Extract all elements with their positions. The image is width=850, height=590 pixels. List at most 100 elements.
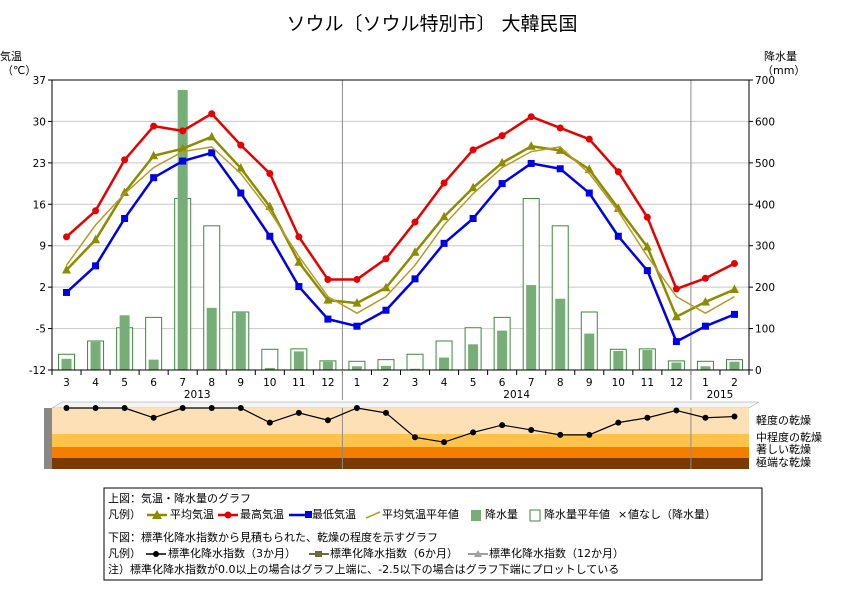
precip-tick-label: 600 [755, 116, 775, 128]
precip-bar [61, 358, 72, 370]
max-temp-point [266, 170, 274, 178]
temp-tick-label: 2 [39, 282, 46, 294]
max-temp-point [527, 113, 535, 121]
spi3-point [499, 422, 506, 429]
avg-temp-point [410, 247, 420, 256]
min-temp-point [353, 322, 361, 330]
spi3-point [441, 439, 448, 446]
month-label: 8 [557, 377, 564, 389]
legend-spi6-label: 標準化降水指数（6か月） [330, 546, 458, 560]
max-temp-point [440, 179, 448, 187]
min-temp-point [585, 189, 593, 197]
max-temp-point [179, 127, 187, 135]
spi3-point [673, 407, 680, 414]
spi3-point [470, 429, 477, 436]
avg-temp-point [642, 241, 652, 251]
avg-temp-point [526, 141, 536, 150]
spi-line [63, 405, 738, 446]
max-temp-point [498, 132, 506, 140]
right-axis-label-2: （mm） [762, 64, 805, 77]
temp-tick-label: 30 [33, 116, 46, 128]
month-label: 10 [263, 377, 276, 389]
month-label: 12 [321, 377, 334, 389]
spi3-point [586, 431, 593, 438]
max-temp-point [643, 213, 651, 221]
precip-bar [90, 341, 101, 370]
precip-bar [410, 368, 421, 370]
avg-temp-point [178, 143, 188, 153]
avg-temp-point [700, 296, 710, 306]
precip-bar [293, 351, 304, 370]
month-label: 1 [702, 377, 709, 389]
left-axis-label-1: 気温 [0, 49, 22, 63]
year-label: 2015 [707, 389, 734, 401]
drought-band-0 [52, 408, 749, 434]
month-label: 12 [670, 377, 683, 389]
legend-avg: 平均気温 [147, 507, 214, 521]
drought-band-3 [52, 458, 749, 469]
month-label: 4 [92, 377, 99, 389]
avg-temp-point [149, 150, 159, 160]
legend-no-value-label: 値なし（降水量） [628, 507, 716, 521]
min-temp-point [295, 283, 303, 291]
temp-tick-label: 23 [33, 158, 46, 170]
month-label: 9 [237, 377, 244, 389]
panel-top-face [51, 401, 760, 409]
min-temp-point [701, 322, 709, 330]
spi3-point [557, 431, 564, 438]
dot-marker-icon [153, 551, 159, 557]
spi3-point [353, 405, 360, 411]
precip-bar [439, 357, 450, 370]
max-temp-point [63, 233, 71, 241]
avg-temp-point [207, 131, 217, 141]
precip-bar [206, 307, 217, 370]
spi3-point [528, 426, 535, 433]
precip-bar [584, 333, 595, 370]
legend-upper-title: 上図：気温・降水量のグラフ [108, 491, 251, 505]
legend-note: 注）標準化降水指数が0.0以上の場合はグラフ上端に、-2.5以下の場合はグラフ下… [108, 562, 619, 576]
max-temp-point [556, 124, 564, 132]
avg-temp-point [468, 182, 478, 192]
month-label: 5 [121, 377, 128, 389]
precip-tick-label: 300 [755, 241, 775, 253]
drought-level-label-2: 著しい乾燥 [756, 442, 811, 456]
month-label: 3 [412, 377, 419, 389]
spi3-point [295, 409, 302, 416]
precip-tick-label: 500 [755, 158, 775, 170]
month-label: 6 [150, 377, 157, 389]
avg-temp-point [729, 284, 739, 294]
month-label: 6 [499, 377, 506, 389]
month-label: 7 [179, 377, 186, 389]
avg-temp-point [323, 295, 333, 304]
series-line-3 [65, 146, 735, 314]
max-temp-point [208, 110, 216, 118]
precipitation-bars [58, 89, 743, 371]
temp-tick-label: 9 [39, 241, 46, 253]
avg-temp-point [381, 282, 391, 292]
legend-precip-label: 降水量 [485, 507, 518, 521]
min-temp-point [179, 157, 187, 165]
avg-temp-point [352, 298, 362, 307]
square-marker-icon [305, 511, 312, 518]
legend-min: 最低気温 [289, 507, 356, 521]
legend-spi6: 標準化降水指数（6か月） [309, 546, 458, 560]
max-temp-point [237, 141, 245, 149]
cross-mark-icon: × [618, 508, 627, 521]
temp-tick-label: 16 [33, 199, 47, 211]
month-label: 11 [641, 377, 654, 389]
legend-box [103, 487, 763, 581]
spi3-point [412, 434, 419, 441]
temp-tick-label: -12 [29, 365, 46, 377]
avg-temp-point [236, 163, 246, 172]
precip-tick-label: 0 [755, 365, 762, 377]
precip-bar [671, 362, 682, 370]
avg-temp-point [120, 187, 130, 196]
min-temp-point [614, 232, 622, 240]
precip-normal-bar [406, 353, 424, 371]
min-temp-point [730, 310, 738, 318]
legend-spi3-label: 標準化降水指数（3か月） [168, 546, 296, 560]
min-temp-point [469, 214, 477, 222]
legend-lower-prefix: 凡例） [108, 546, 141, 560]
